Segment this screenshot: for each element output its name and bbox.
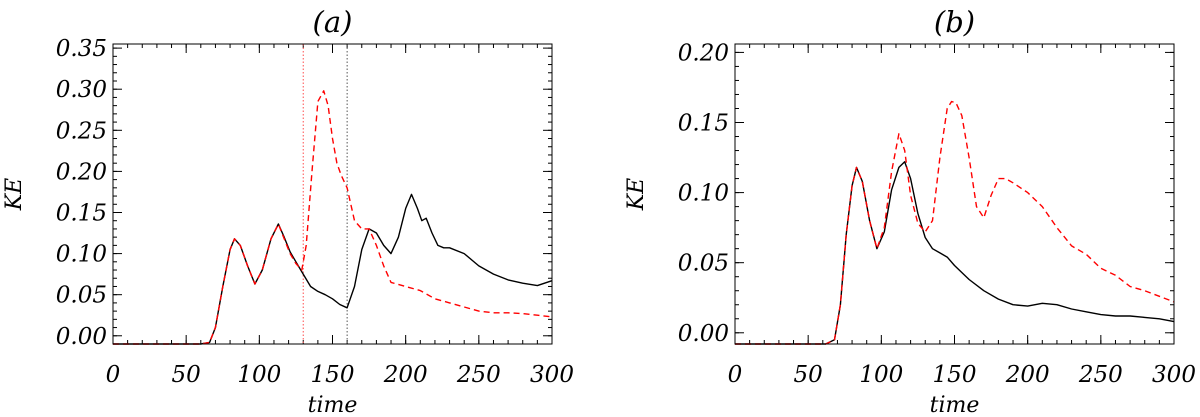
y-tick-label: 0.10 (56, 242, 107, 268)
x-tick-label: 200 (1005, 362, 1050, 388)
solid-series-line (113, 193, 553, 345)
x-tick-label: 200 (383, 362, 428, 388)
x-tick-label: 250 (456, 362, 501, 388)
x-tick-label: 100 (237, 362, 281, 388)
x-tick-label: 0 (106, 362, 121, 388)
dashed-series-line (113, 90, 553, 345)
solid-series-line (735, 161, 1175, 345)
y-axis-label: KE (2, 178, 27, 212)
x-tick-label: 50 (172, 362, 201, 388)
dashed-series-line (735, 100, 1175, 345)
y-tick-label: 0.20 (56, 159, 107, 185)
plot-frame (734, 43, 1175, 345)
x-tick-label: 150 (933, 362, 977, 388)
x-tick-label: 50 (794, 362, 823, 388)
y-tick-label: 0.00 (678, 321, 729, 347)
y-tick-label: 0.25 (56, 118, 107, 144)
x-tick-label: 300 (1152, 362, 1196, 388)
y-tick-label: 0.20 (678, 40, 729, 66)
x-axis-label: time (308, 393, 358, 417)
x-tick-label: 150 (311, 362, 355, 388)
x-tick-label: 300 (530, 362, 574, 388)
x-axis-label: time (930, 393, 980, 417)
x-tick-label: 0 (728, 362, 743, 388)
y-tick-label: 0.15 (56, 200, 107, 226)
panel-title: (b) (934, 5, 975, 39)
y-tick-label: 0.10 (678, 181, 729, 207)
panel-a: 0 50 100 150 200 250 300 0.00 0.05 0.10 0.15 0.20 0.… (2, 5, 574, 417)
x-tick-label: 100 (859, 362, 903, 388)
panel-b: 0 50 100 150 200 250 300 0.00 0.05 0.10 0.15 0.20 (b… (624, 5, 1196, 417)
plot-frame (112, 43, 553, 345)
y-tick-label: 0.15 (678, 111, 729, 137)
panel-title: (a) (313, 5, 353, 39)
x-tick-label: 250 (1078, 362, 1123, 388)
y-tick-label: 0.30 (56, 77, 107, 103)
y-tick-label: 0.05 (678, 251, 729, 277)
y-tick-label: 0.35 (56, 36, 107, 62)
y-tick-label: 0.05 (56, 283, 107, 309)
y-axis-label: KE (624, 178, 649, 212)
y-tick-label: 0.00 (56, 324, 107, 350)
